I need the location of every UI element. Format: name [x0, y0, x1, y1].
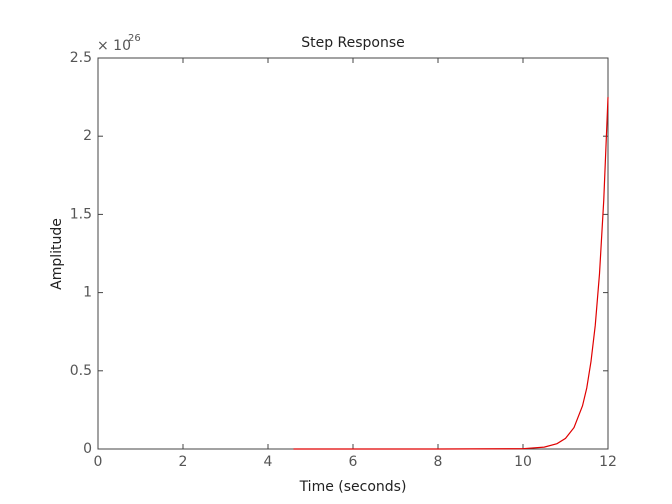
x-tick-label: 6 [349, 454, 358, 470]
y-multiplier: × 10 [97, 38, 131, 54]
chart-title: Step Response [301, 35, 405, 51]
y-axis-label: Amplitude [49, 218, 65, 290]
response-line [293, 97, 609, 450]
x-tick-label: 10 [514, 454, 532, 470]
x-tick-label: 12 [599, 454, 617, 470]
x-axis-label: Time (seconds) [299, 479, 407, 495]
x-tick-label: 4 [264, 454, 273, 470]
y-tick-label: 1.5 [70, 206, 92, 222]
y-exponent: 26 [128, 33, 141, 44]
x-tick-label: 0 [94, 454, 103, 470]
y-tick-label: 2.5 [70, 50, 92, 66]
x-tick-label: 8 [434, 454, 443, 470]
y-tick-label: 1 [83, 285, 92, 301]
y-tick-label: 0 [83, 441, 92, 457]
y-tick-label: 2 [83, 128, 92, 144]
x-tick-label: 2 [179, 454, 188, 470]
y-tick-label: 0.5 [70, 363, 92, 379]
